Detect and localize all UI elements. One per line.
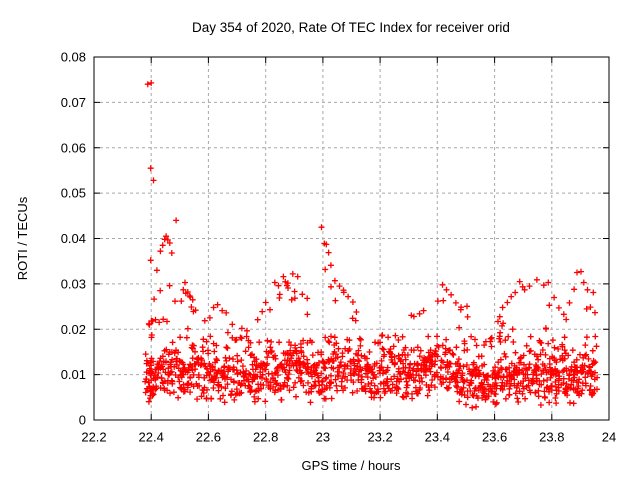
- x-axis-label: GPS time / hours: [302, 458, 401, 473]
- y-axis-label: ROTI / TECUs: [15, 196, 30, 280]
- x-tick-label: 24: [602, 430, 616, 445]
- x-tick-label: 23.4: [425, 430, 450, 445]
- y-tick-label: 0.04: [61, 231, 86, 246]
- plot-border: [93, 56, 610, 421]
- x-tick-label: 23.8: [539, 430, 564, 445]
- x-tick-label: 23: [316, 430, 330, 445]
- x-tick-labels: 22.2 22.4 22.6 22.8 23 23.2 23.4 23.6 23.8 24: [81, 430, 616, 445]
- data-points: [142, 79, 601, 411]
- x-tick-label: 22.6: [196, 430, 221, 445]
- y-tick-label: 0.07: [61, 95, 86, 110]
- y-tick-label: 0.03: [61, 276, 86, 291]
- x-tick-label: 23.2: [367, 430, 392, 445]
- y-tick-labels: 0 0.01 0.02 0.03 0.04 0.05 0.06 0.07 0.08: [61, 50, 86, 428]
- y-tick-label: 0: [79, 413, 86, 428]
- x-tick-label: 22.8: [253, 430, 278, 445]
- y-tick-label: 0.06: [61, 140, 86, 155]
- x-tick-label: 22.4: [139, 430, 164, 445]
- grid-lines: [94, 57, 609, 420]
- grid-path: [94, 57, 609, 420]
- chart-title: Day 354 of 2020, Rate Of TEC Index for r…: [192, 20, 510, 35]
- y-tick-label: 0.01: [61, 367, 86, 382]
- y-tick-label: 0.05: [61, 186, 86, 201]
- x-tick-label: 23.6: [482, 430, 507, 445]
- x-tick-label: 22.2: [81, 430, 106, 445]
- y-tick-label: 0.08: [61, 50, 86, 65]
- scatter-markers-path: [142, 79, 601, 411]
- y-tick-label: 0.02: [61, 322, 86, 337]
